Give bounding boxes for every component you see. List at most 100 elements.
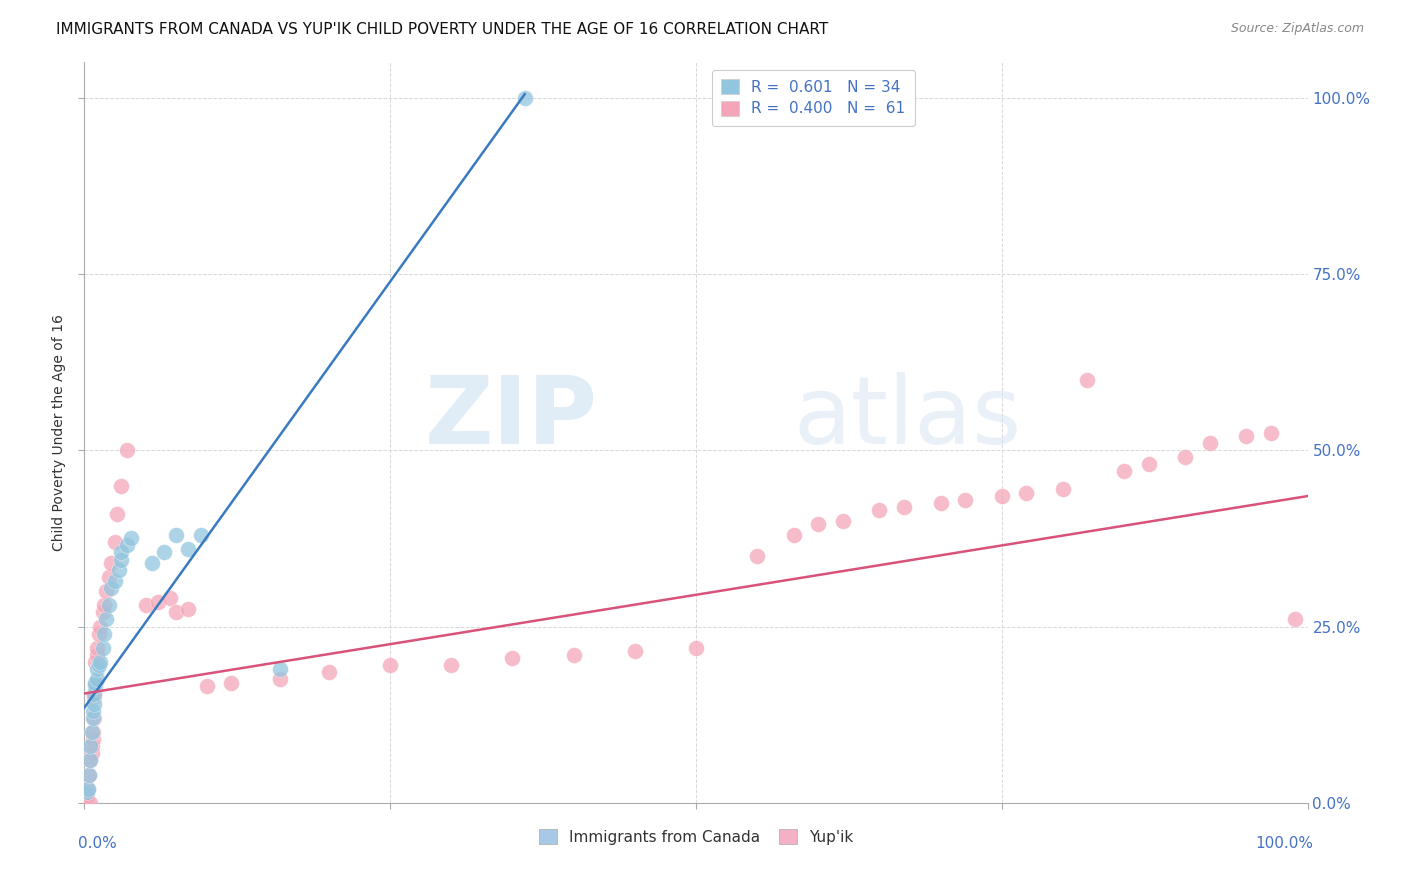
Text: IMMIGRANTS FROM CANADA VS YUP'IK CHILD POVERTY UNDER THE AGE OF 16 CORRELATION C: IMMIGRANTS FROM CANADA VS YUP'IK CHILD P… xyxy=(56,22,828,37)
Point xyxy=(1114,464,1136,478)
Point xyxy=(77,767,100,781)
Point xyxy=(76,789,98,803)
Point xyxy=(165,606,187,620)
Point xyxy=(1137,458,1160,472)
Point xyxy=(82,732,104,747)
Point xyxy=(77,781,100,796)
Point xyxy=(1198,436,1220,450)
Point xyxy=(75,796,97,810)
Point xyxy=(115,538,138,552)
Text: atlas: atlas xyxy=(794,372,1022,464)
Point xyxy=(87,626,110,640)
Point xyxy=(747,549,769,563)
Point xyxy=(783,528,806,542)
Point xyxy=(107,563,129,577)
Point xyxy=(269,673,291,687)
Point xyxy=(80,739,103,754)
Point xyxy=(89,619,111,633)
Point xyxy=(177,602,200,616)
Point xyxy=(87,658,110,673)
Point xyxy=(1236,429,1258,443)
Point xyxy=(807,517,830,532)
Point xyxy=(91,640,114,655)
Point xyxy=(502,651,524,665)
Point xyxy=(82,711,104,725)
Y-axis label: Child Poverty Under the Age of 16: Child Poverty Under the Age of 16 xyxy=(52,314,66,551)
Point xyxy=(110,545,132,559)
Point xyxy=(91,606,114,620)
Point xyxy=(135,599,157,613)
Text: 0.0%: 0.0% xyxy=(79,836,117,851)
Point xyxy=(624,644,647,658)
Point xyxy=(83,697,105,711)
Point xyxy=(100,581,122,595)
Point xyxy=(190,528,212,542)
Point xyxy=(80,725,103,739)
Point xyxy=(86,640,108,655)
Point xyxy=(1052,482,1074,496)
Point xyxy=(84,680,107,694)
Point xyxy=(153,545,176,559)
Point xyxy=(86,662,108,676)
Text: Source: ZipAtlas.com: Source: ZipAtlas.com xyxy=(1230,22,1364,36)
Point xyxy=(1015,485,1038,500)
Point xyxy=(1260,425,1282,440)
Point xyxy=(79,796,101,810)
Point xyxy=(104,535,127,549)
Point xyxy=(869,503,891,517)
Point xyxy=(83,690,105,704)
Point xyxy=(86,673,108,687)
Point xyxy=(77,781,100,796)
Point xyxy=(513,91,536,105)
Point xyxy=(115,443,138,458)
Point xyxy=(80,747,103,761)
Point xyxy=(165,528,187,542)
Point xyxy=(83,686,105,700)
Point xyxy=(380,658,402,673)
Point xyxy=(100,556,122,570)
Point xyxy=(79,754,101,768)
Point xyxy=(831,514,853,528)
Point xyxy=(84,676,107,690)
Point xyxy=(1174,450,1197,465)
Point xyxy=(269,662,291,676)
Point xyxy=(1076,373,1098,387)
Point xyxy=(195,680,218,694)
Point xyxy=(1284,612,1306,626)
Point xyxy=(991,489,1014,503)
Point xyxy=(562,648,585,662)
Point xyxy=(93,599,115,613)
Point xyxy=(97,599,120,613)
Point xyxy=(120,532,142,546)
Point xyxy=(110,552,132,566)
Text: ZIP: ZIP xyxy=(425,372,598,464)
Text: 100.0%: 100.0% xyxy=(1256,836,1313,851)
Point xyxy=(84,655,107,669)
Point xyxy=(219,676,242,690)
Point xyxy=(929,496,952,510)
Point xyxy=(96,584,118,599)
Point xyxy=(159,591,181,606)
Point xyxy=(146,595,169,609)
Point xyxy=(79,739,101,754)
Point xyxy=(104,574,127,588)
Point xyxy=(893,500,915,514)
Point xyxy=(83,711,105,725)
Point xyxy=(110,478,132,492)
Point xyxy=(76,785,98,799)
Point xyxy=(84,676,107,690)
Point xyxy=(82,704,104,718)
Point xyxy=(86,648,108,662)
Point xyxy=(953,492,976,507)
Point xyxy=(82,725,104,739)
Point xyxy=(96,612,118,626)
Point xyxy=(105,507,128,521)
Point xyxy=(97,570,120,584)
Point xyxy=(318,665,340,680)
Point xyxy=(79,754,101,768)
Point xyxy=(89,655,111,669)
Point xyxy=(141,556,163,570)
Point xyxy=(440,658,463,673)
Point xyxy=(177,541,200,556)
Point xyxy=(77,767,100,781)
